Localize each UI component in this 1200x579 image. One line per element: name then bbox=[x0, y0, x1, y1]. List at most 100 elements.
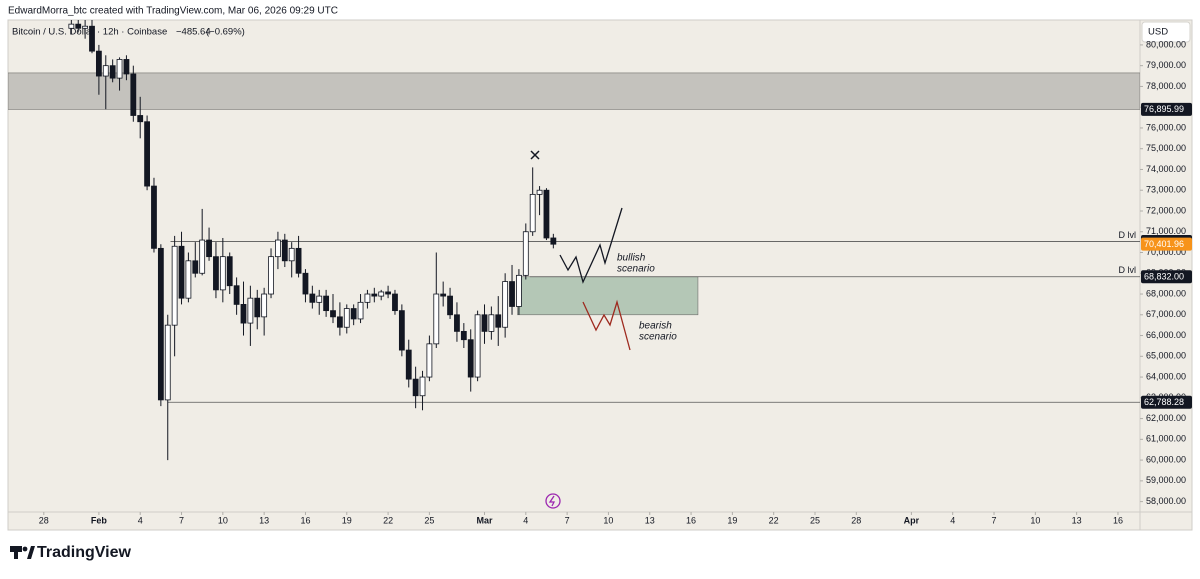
candle-down bbox=[543, 189, 550, 239]
x-tick-label: Mar bbox=[476, 515, 493, 525]
candle-up bbox=[288, 247, 295, 262]
credit: EdwardMorra_btc created with TradingView… bbox=[8, 6, 338, 17]
candle-up bbox=[275, 239, 281, 258]
x-tick-label: 13 bbox=[645, 515, 655, 525]
x-tick-label: 4 bbox=[523, 515, 528, 525]
x-tick-label: 28 bbox=[851, 515, 861, 525]
candle-down bbox=[371, 293, 378, 297]
x-tick-label: Feb bbox=[91, 515, 108, 525]
zone bbox=[517, 276, 699, 316]
candle-down bbox=[123, 59, 130, 75]
y-tick-label: 65,000.00 bbox=[1146, 351, 1186, 361]
candle-down bbox=[398, 310, 405, 351]
annotation: scenario bbox=[617, 264, 655, 275]
x-tick-label: 4 bbox=[950, 515, 955, 525]
x-tick-label: Apr bbox=[904, 515, 920, 525]
candle-up bbox=[68, 23, 75, 29]
annotation: bearish bbox=[639, 321, 672, 332]
annotation: scenario bbox=[639, 332, 677, 343]
x-tick-label: 16 bbox=[686, 515, 696, 525]
candle-up bbox=[316, 295, 323, 303]
candle-down bbox=[330, 310, 336, 318]
candle-down bbox=[206, 239, 212, 258]
candle-down bbox=[550, 237, 557, 245]
x-tick-label: 16 bbox=[300, 515, 310, 525]
candle-down bbox=[89, 25, 95, 52]
candle-up bbox=[116, 59, 123, 79]
candle-down bbox=[495, 314, 502, 328]
candle-down bbox=[151, 185, 157, 249]
x-tick-label: 22 bbox=[769, 515, 779, 525]
candle-up bbox=[426, 343, 433, 378]
candle-up bbox=[378, 291, 385, 297]
last-price-label-box bbox=[1141, 237, 1192, 251]
level-label-box bbox=[1141, 395, 1192, 409]
y-tick-label: 66,000.00 bbox=[1146, 330, 1186, 340]
y-tick-label: 70,000.00 bbox=[1146, 247, 1186, 257]
candle-up bbox=[185, 260, 192, 299]
candle-down bbox=[130, 73, 137, 116]
candle-down bbox=[240, 304, 247, 324]
zone-label-box bbox=[1141, 102, 1192, 116]
x-tick-label: 7 bbox=[992, 515, 997, 525]
candle-down bbox=[157, 247, 164, 401]
y-tick-label: 67,000.00 bbox=[1146, 309, 1186, 319]
x-tick-label: 10 bbox=[1030, 515, 1040, 525]
y-tick-label: 78,000.00 bbox=[1146, 81, 1186, 91]
level-text: D lvl bbox=[1119, 265, 1137, 275]
bullish-path bbox=[559, 207, 623, 284]
plot-area bbox=[8, 20, 1140, 461]
x-tick-label: 19 bbox=[727, 515, 737, 525]
candle-down bbox=[233, 285, 240, 305]
symbol-title: Bitcoin / U.S. Dollar · 12h · Coinbase bbox=[12, 27, 167, 38]
candle-down bbox=[226, 256, 233, 287]
candle-up bbox=[164, 324, 171, 401]
last-price-label: 70,401.96 bbox=[1144, 239, 1184, 249]
candle-down bbox=[454, 314, 460, 332]
candle-down bbox=[109, 65, 116, 79]
zone-label: 76,895.99 bbox=[1144, 104, 1184, 114]
candle-down bbox=[460, 330, 467, 341]
level-label-box bbox=[1141, 270, 1192, 284]
x-tick-label: 10 bbox=[603, 515, 613, 525]
y-tick-label: 79,000.00 bbox=[1146, 60, 1186, 70]
y-tick-label: 62,000.00 bbox=[1146, 413, 1186, 423]
currency[interactable]: USD bbox=[1148, 27, 1168, 38]
candle-down bbox=[447, 295, 453, 316]
level-text: D lvl bbox=[1119, 230, 1137, 240]
logo-part bbox=[27, 546, 35, 559]
y-tick-label: 72,000.00 bbox=[1146, 205, 1186, 215]
level-label: 62,788.28 bbox=[1144, 397, 1184, 407]
event-icon[interactable] bbox=[545, 493, 561, 509]
candle-up bbox=[268, 256, 274, 295]
candle-up bbox=[522, 231, 529, 276]
y-tick-label: 80,000.00 bbox=[1146, 39, 1186, 49]
candle-down bbox=[281, 239, 288, 262]
change: −485.64 bbox=[176, 27, 211, 38]
candle-down bbox=[75, 23, 82, 29]
x-tick-label: 13 bbox=[1072, 515, 1082, 525]
candle-down bbox=[350, 308, 357, 320]
candle-up bbox=[529, 193, 536, 233]
candle-down bbox=[213, 256, 219, 291]
currency-button[interactable] bbox=[1141, 21, 1191, 43]
annotation: bullish bbox=[617, 253, 646, 264]
x-tick-label: 13 bbox=[259, 515, 269, 525]
x-tick-label: 25 bbox=[424, 515, 434, 525]
y-tick-label: 73,000.00 bbox=[1146, 185, 1186, 195]
event-icon-bolt bbox=[548, 495, 556, 507]
overlay: bullish scenario bearish scenario Bitcoi… bbox=[12, 21, 1191, 509]
candle-up bbox=[364, 293, 371, 303]
candle-up bbox=[536, 189, 543, 195]
x-tick-label: 19 bbox=[342, 515, 352, 525]
y-tick-label: 68,000.00 bbox=[1146, 288, 1186, 298]
candle-down bbox=[467, 339, 474, 378]
candle-down bbox=[137, 115, 144, 123]
logo-part bbox=[14, 546, 18, 559]
brand: TradingView bbox=[10, 544, 132, 561]
candle-up bbox=[261, 293, 268, 318]
candle-down bbox=[178, 245, 185, 299]
candle-up bbox=[102, 65, 109, 77]
candle-down bbox=[509, 281, 515, 307]
